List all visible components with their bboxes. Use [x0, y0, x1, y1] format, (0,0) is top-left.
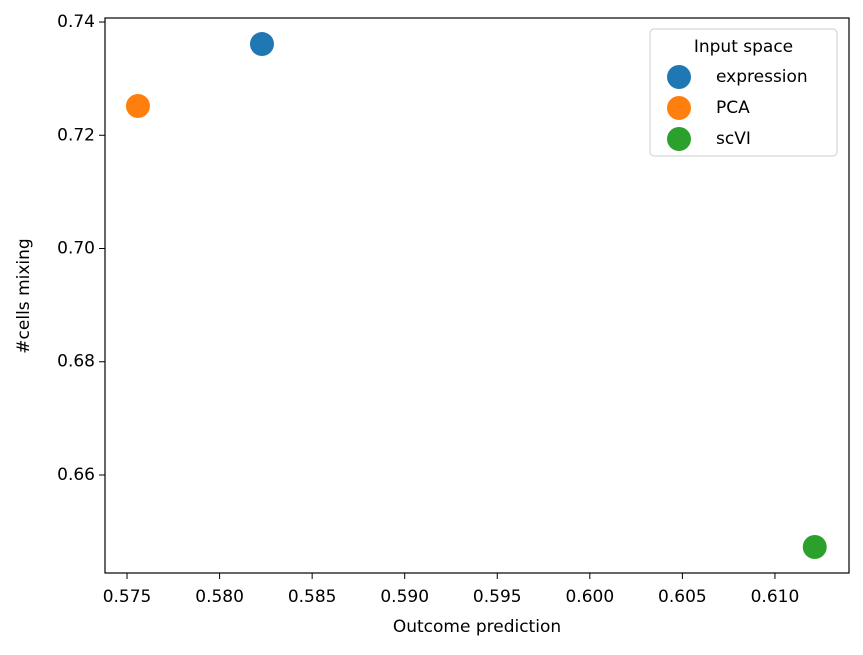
- y-tick-label: 0.74: [57, 12, 95, 32]
- point: [802, 535, 827, 560]
- point: [249, 32, 274, 57]
- legend-marker: [667, 96, 691, 120]
- legend-title: Input space: [694, 37, 793, 57]
- point: [125, 93, 150, 118]
- x-tick-label: 0.610: [751, 587, 800, 607]
- x-tick-label: 0.605: [658, 587, 707, 607]
- y-tick-label: 0.68: [57, 352, 95, 372]
- x-axis-label: Outcome prediction: [393, 617, 561, 637]
- x-tick-label: 0.575: [103, 587, 152, 607]
- x-tick-label: 0.595: [473, 587, 522, 607]
- legend-marker: [667, 65, 691, 89]
- x-tick-label: 0.600: [565, 587, 614, 607]
- legend-box: [649, 28, 838, 157]
- x-tick-label: 0.590: [380, 587, 429, 607]
- y-tick-label: 0.72: [57, 125, 95, 145]
- y-tick-label: 0.66: [57, 465, 95, 485]
- legend-label: PCA: [716, 98, 750, 118]
- legend-marker: [667, 127, 691, 151]
- y-axis-label: #cells mixing: [14, 238, 34, 353]
- legend-label: expression: [716, 67, 808, 87]
- y-tick-label: 0.70: [57, 239, 95, 259]
- legend-label: scVI: [716, 129, 751, 149]
- x-tick-label: 0.580: [195, 587, 244, 607]
- x-tick-label: 0.585: [288, 587, 337, 607]
- plot-frame: [104, 17, 850, 574]
